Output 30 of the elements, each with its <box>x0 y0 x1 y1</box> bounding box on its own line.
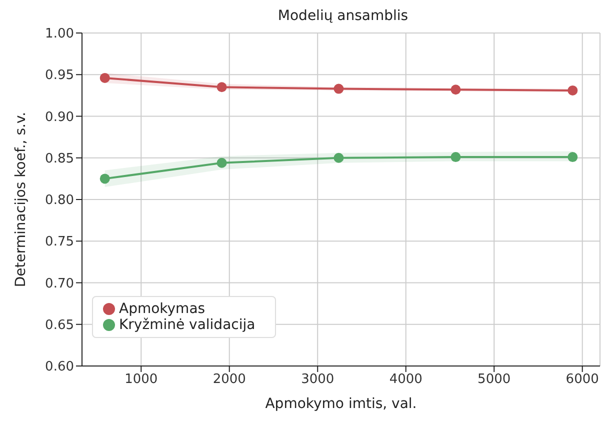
x-tick-label: 6000 <box>566 372 599 388</box>
chart-title: Modelių ansamblis <box>276 8 410 26</box>
y-tick-label: 0.65 <box>45 318 74 333</box>
point <box>450 84 461 95</box>
y-tick-label: 0.75 <box>45 234 74 250</box>
legend-label: Apmokymas <box>119 301 206 317</box>
x-axis-title: Apmokymo imtis, val. <box>265 396 417 412</box>
y-tick-label: 0.95 <box>45 68 74 84</box>
y-tick-label: 0.70 <box>45 276 74 292</box>
x-tick-label: 2000 <box>212 372 246 388</box>
point <box>334 84 344 94</box>
y-tick-label: 0.80 <box>45 193 74 208</box>
x-tick-label: 3000 <box>301 372 334 388</box>
point <box>216 82 227 92</box>
point <box>100 174 110 184</box>
point <box>334 152 344 163</box>
point <box>216 158 227 168</box>
x-tick-label: 5000 <box>478 372 511 388</box>
point <box>568 152 578 162</box>
y-tick-label: 0.90 <box>45 110 74 125</box>
y-axis-title: Determinacijos koef., s.v. <box>12 112 29 288</box>
legend-label: Kryžminė validacija <box>119 317 256 333</box>
point <box>100 72 110 83</box>
y-tick-label: 0.85 <box>45 151 74 166</box>
point <box>450 152 461 162</box>
y-tick-label: 0.60 <box>45 360 74 375</box>
x-tick-label: 4000 <box>389 372 422 388</box>
x-tick-label: 1000 <box>124 372 158 388</box>
point <box>568 85 578 96</box>
y-tick-label: 1.00 <box>45 26 74 42</box>
